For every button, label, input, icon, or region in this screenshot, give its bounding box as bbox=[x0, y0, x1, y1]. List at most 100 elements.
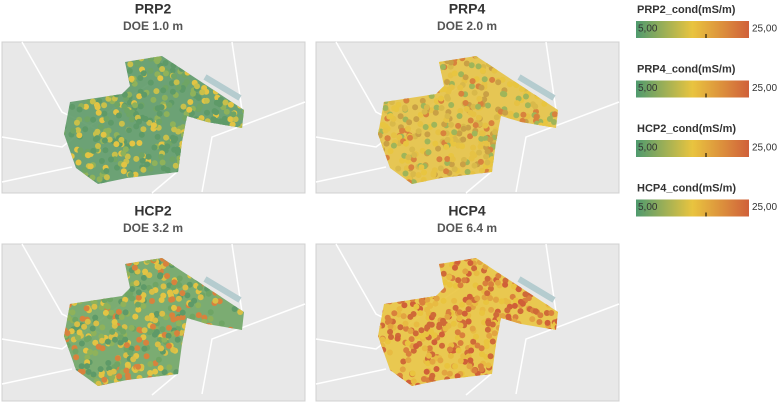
survey-point bbox=[140, 274, 147, 281]
survey-point bbox=[403, 347, 410, 354]
survey-point bbox=[421, 169, 427, 176]
survey-point bbox=[460, 136, 467, 143]
survey-point bbox=[158, 104, 165, 111]
survey-point bbox=[146, 329, 153, 336]
survey-point bbox=[171, 137, 177, 144]
survey-point bbox=[169, 121, 176, 128]
survey-point bbox=[128, 75, 135, 82]
survey-point bbox=[419, 147, 426, 154]
survey-point bbox=[488, 306, 495, 313]
survey-point bbox=[479, 310, 486, 316]
building bbox=[517, 276, 556, 303]
survey-point bbox=[548, 310, 555, 316]
survey-point bbox=[84, 116, 91, 123]
survey-point bbox=[176, 282, 183, 289]
survey-point bbox=[101, 102, 108, 109]
survey-point bbox=[97, 123, 104, 130]
survey-point bbox=[143, 339, 150, 346]
survey-point bbox=[467, 260, 474, 266]
map-panel bbox=[1, 41, 306, 194]
road bbox=[315, 368, 387, 385]
legend-title: PRP4_cond(mS/m) bbox=[637, 63, 736, 75]
survey-point bbox=[159, 159, 166, 166]
panel-title: PRP2 bbox=[135, 1, 172, 17]
survey-point bbox=[118, 136, 125, 143]
survey-point bbox=[476, 149, 483, 156]
survey-point bbox=[189, 313, 196, 320]
survey-point bbox=[102, 147, 109, 154]
survey-point bbox=[186, 281, 193, 288]
survey-point bbox=[444, 136, 451, 143]
survey-point bbox=[435, 129, 442, 136]
survey-point bbox=[383, 140, 390, 147]
survey-point bbox=[471, 89, 478, 96]
survey-point bbox=[227, 101, 234, 108]
survey-point bbox=[485, 362, 492, 369]
survey-point bbox=[157, 272, 164, 279]
survey-point bbox=[483, 91, 490, 98]
survey-point bbox=[141, 345, 148, 352]
survey-point bbox=[484, 159, 491, 166]
survey-point bbox=[413, 303, 420, 310]
survey-point bbox=[544, 319, 551, 326]
survey-point bbox=[440, 130, 447, 137]
survey-point bbox=[179, 309, 186, 316]
survey-point bbox=[506, 81, 513, 88]
survey-point bbox=[413, 321, 420, 328]
survey-point bbox=[477, 143, 484, 150]
survey-point bbox=[136, 93, 143, 100]
survey-point bbox=[390, 142, 397, 149]
survey-point bbox=[382, 105, 389, 111]
survey-point bbox=[440, 64, 446, 70]
survey-point bbox=[124, 107, 131, 114]
panel-title: HCP2 bbox=[134, 203, 172, 219]
survey-point bbox=[204, 109, 210, 116]
survey-point bbox=[158, 297, 165, 303]
survey-point bbox=[455, 122, 462, 129]
survey-point bbox=[135, 306, 142, 313]
survey-point bbox=[396, 134, 403, 141]
survey-point bbox=[107, 370, 113, 376]
survey-point bbox=[100, 131, 107, 138]
survey-point bbox=[143, 353, 150, 360]
survey-point bbox=[444, 113, 451, 120]
survey-point bbox=[173, 369, 180, 376]
survey-point bbox=[483, 140, 490, 147]
survey-point bbox=[486, 332, 493, 339]
survey-point bbox=[111, 319, 118, 325]
survey-point bbox=[84, 363, 90, 370]
survey-point bbox=[127, 172, 134, 178]
survey-point bbox=[451, 70, 458, 77]
survey-point bbox=[438, 95, 445, 102]
survey-point bbox=[533, 113, 540, 120]
survey-point bbox=[519, 300, 526, 307]
survey-point bbox=[459, 301, 466, 308]
survey-point bbox=[382, 127, 389, 134]
survey-point bbox=[153, 310, 160, 317]
survey-point bbox=[489, 338, 496, 345]
survey-point bbox=[126, 127, 132, 134]
survey-point bbox=[122, 296, 129, 303]
survey-point bbox=[114, 101, 121, 108]
legend-max: 25,00 bbox=[752, 143, 777, 154]
survey-point bbox=[391, 105, 398, 112]
survey-point bbox=[97, 366, 104, 373]
survey-point bbox=[116, 325, 123, 332]
survey-point bbox=[147, 165, 154, 172]
survey-point bbox=[397, 324, 404, 331]
survey-point bbox=[491, 330, 498, 337]
survey-point bbox=[207, 315, 214, 322]
survey-point bbox=[479, 167, 485, 174]
survey-point bbox=[133, 280, 140, 287]
survey-point bbox=[429, 358, 436, 365]
survey-point bbox=[470, 338, 477, 345]
survey-point bbox=[123, 342, 130, 349]
survey-point bbox=[465, 318, 472, 325]
survey-point bbox=[90, 147, 97, 154]
survey-point bbox=[160, 87, 167, 94]
survey-point bbox=[212, 297, 219, 304]
survey-point bbox=[524, 102, 531, 109]
survey-point bbox=[449, 156, 456, 163]
survey-point bbox=[484, 148, 491, 155]
